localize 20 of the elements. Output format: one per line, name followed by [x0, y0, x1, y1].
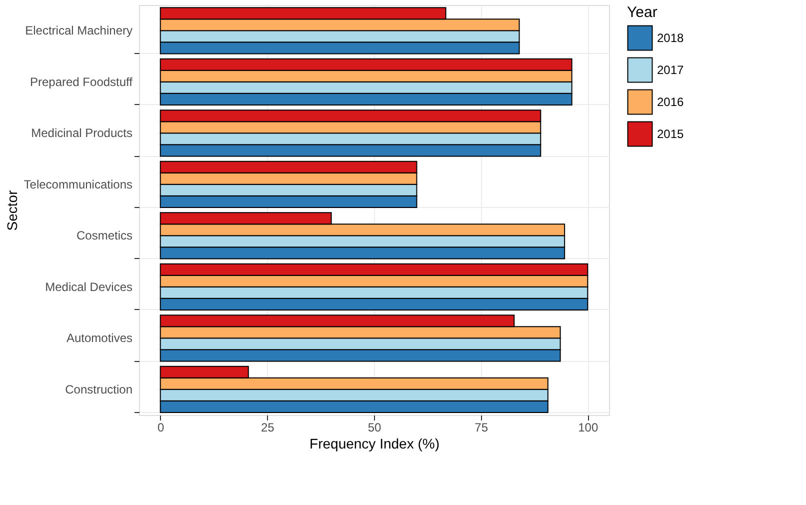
x-tick-label: 25 — [261, 420, 275, 434]
y-tick-label: Medical Devices — [45, 280, 132, 294]
y-tick-label: Cosmetics — [76, 228, 132, 243]
legend-label: 2015 — [657, 127, 684, 141]
x-tick-label: 100 — [578, 420, 598, 434]
legend-label: 2018 — [657, 31, 684, 45]
y-tick-label: Medicinal Products — [31, 126, 132, 140]
x-tick-label: 0 — [158, 420, 165, 434]
legend-label: 2017 — [657, 63, 684, 77]
legend-label: 2016 — [657, 95, 684, 109]
y-tick-label: Prepared Foodstuff — [30, 74, 134, 89]
x-axis-title: Frequency Index (%) — [310, 436, 440, 452]
y-tick-label: Electrical Machinery — [25, 24, 132, 38]
y-axis-title: Sector — [4, 190, 20, 231]
y-tick-label: Construction — [65, 382, 132, 396]
x-tick-label: 50 — [368, 420, 382, 434]
x-tick-label: 75 — [474, 420, 488, 434]
y-tick-label: Automotives — [66, 331, 132, 346]
y-tick-label: Telecommunications — [24, 177, 132, 192]
legend-title: Year — [627, 4, 658, 21]
